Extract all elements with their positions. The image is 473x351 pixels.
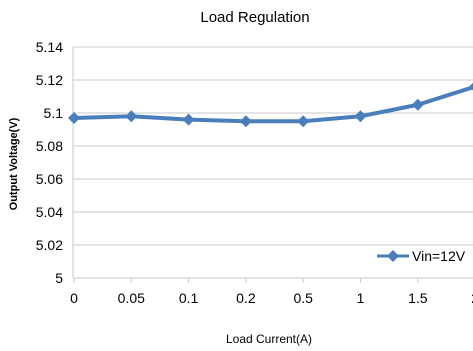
series-points-group [68,82,473,128]
x-tick-labels: 0 0.05 0.1 0.2 0.5 1 1.5 2 [70,290,473,306]
data-point [354,110,367,123]
chart-title: Load Regulation [200,9,309,26]
x-tick-label: 0 [70,290,78,306]
data-point [297,115,310,128]
x-tick-label: 0.2 [236,290,256,306]
y-tick-label: 5.06 [36,171,63,187]
legend: Vin=12V [377,248,466,264]
grid-lines [72,46,473,283]
data-point [469,82,473,91]
y-tick-label: 5.14 [36,39,63,55]
y-tick-label: 5.04 [36,204,63,220]
y-tick-label: 5.12 [36,72,63,88]
data-point [125,110,138,123]
y-tick-label: 5 [55,270,63,286]
data-point [411,98,424,111]
x-tick-label: 0.5 [293,290,313,306]
x-tick-label: 0.1 [179,290,199,306]
x-tick-label: 0.05 [118,290,145,306]
legend-marker [387,250,399,262]
data-point [239,115,252,128]
x-tick-label: 1 [357,290,365,306]
x-tick-label: 2 [471,290,473,306]
series-line [72,85,473,124]
y-tick-label: 5.08 [36,138,63,154]
y-axis-label: Output Voltage(V) [8,117,20,210]
data-point [68,111,80,124]
series-line-group [72,85,473,124]
x-axis-label: Load Current(A) [226,332,312,346]
y-tick-label: 5.1 [44,105,64,121]
y-tick-label: 5.02 [36,237,63,253]
y-tick-labels: 5.14 5.12 5.1 5.08 5.06 5.04 5.02 5 [36,39,63,286]
legend-label: Vin=12V [412,248,466,264]
data-point [182,113,195,126]
x-tick-label: 1.5 [408,290,428,306]
